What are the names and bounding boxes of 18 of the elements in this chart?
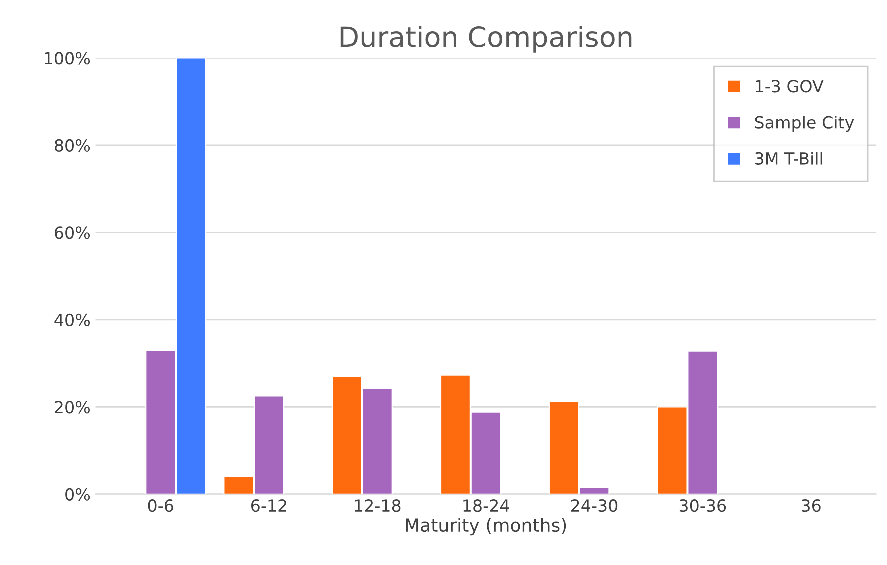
- chart-title: Duration Comparison: [340, 26, 632, 53]
- x-tick-label: 0-6: [148, 500, 174, 512]
- x-axis-title: Maturity (months): [406, 518, 566, 536]
- x-tick-label: 6-12: [252, 500, 286, 512]
- legend-label: Sample City: [755, 116, 854, 132]
- y-tick-label: 40%: [54, 314, 90, 326]
- x-tick-label: 12-18: [355, 500, 401, 512]
- y-tick-label: 0%: [66, 488, 90, 501]
- x-tick-label: 36: [802, 500, 821, 512]
- y-tick-label: 20%: [55, 401, 90, 414]
- legend-label: 1-3 GOV: [756, 80, 824, 93]
- x-tick-label: 24-30: [571, 500, 618, 512]
- legend-label: 3M T-Bill: [756, 152, 822, 166]
- x-tick-label: 30-36: [680, 500, 726, 512]
- y-tick-label: 100%: [45, 52, 90, 65]
- y-tick-label: 60%: [55, 226, 90, 240]
- x-tick-label: 18-24: [464, 500, 510, 512]
- y-tick-label: 80%: [55, 139, 90, 152]
